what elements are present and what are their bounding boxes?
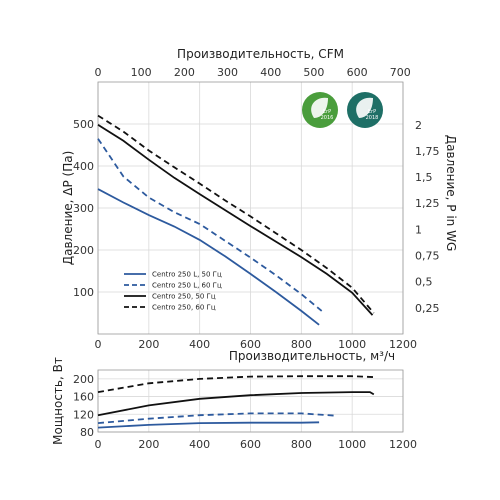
x-axis-title: Производительность, м³/ч xyxy=(229,349,395,363)
x-tick-label: 1000 xyxy=(338,438,366,451)
x-tick-label: 800 xyxy=(291,438,312,451)
power-series-line xyxy=(97,391,375,417)
y-right-tick-label: 2 xyxy=(415,119,422,132)
legend-label: Centro 250, 60 Гц xyxy=(152,304,216,312)
y-axis-title: Давление, ΔP (Па) xyxy=(61,151,75,266)
x-tick-label: 1200 xyxy=(389,338,417,351)
y-tick-label: 500 xyxy=(73,118,94,131)
y-tick-label: 120 xyxy=(73,408,94,421)
badge-line2: 2016 xyxy=(321,115,334,121)
badge-line2: 2018 xyxy=(366,115,379,121)
power-series-line xyxy=(97,412,335,424)
x-top-tick-label: 0 xyxy=(95,66,102,79)
x-tick-label: 800 xyxy=(291,338,312,351)
power-series-line xyxy=(97,421,320,429)
plot-frame xyxy=(97,369,404,433)
x-top-tick-label: 300 xyxy=(217,66,238,79)
pressure-series-line xyxy=(97,188,320,326)
x-top-tick-label: 100 xyxy=(131,66,152,79)
y-right-tick-label: 0,75 xyxy=(415,250,440,263)
power-series-line xyxy=(97,375,374,393)
y-right-tick-label: 1,75 xyxy=(415,145,440,158)
y-tick-label: 300 xyxy=(73,202,94,215)
x-top-axis-title: Производительность, CFM xyxy=(177,47,344,61)
pressure-series-line xyxy=(97,138,323,312)
y-tick-label: 160 xyxy=(73,391,94,404)
x-tick-label: 0 xyxy=(95,438,102,451)
y-tick-label: 80 xyxy=(80,426,94,439)
plot-frame xyxy=(97,81,404,335)
x-tick-label: 1200 xyxy=(389,438,417,451)
y-right-tick-label: 1,5 xyxy=(415,171,433,184)
y-right-tick-label: 1 xyxy=(415,223,422,236)
y-tick-label: 100 xyxy=(73,286,94,299)
y-right-tick-label: 0,25 xyxy=(415,302,440,315)
y-right-tick-label: 0,5 xyxy=(415,276,433,289)
leaf-icon xyxy=(311,97,328,118)
badge-line1: ErP xyxy=(323,109,331,115)
x-tick-label: 400 xyxy=(189,338,210,351)
x-tick-label: 0 xyxy=(95,338,102,351)
legend-label: Centro 250, 50 Гц xyxy=(152,293,216,301)
legend-label: Centro 250 L, 60 Гц xyxy=(152,282,222,290)
x-tick-label: 200 xyxy=(138,338,159,351)
x-top-tick-label: 500 xyxy=(303,66,324,79)
x-top-tick-label: 700 xyxy=(390,66,411,79)
y-tick-label: 200 xyxy=(73,373,94,386)
y-right-tick-label: 1,25 xyxy=(415,197,440,210)
x-top-tick-label: 600 xyxy=(347,66,368,79)
x-tick-label: 1000 xyxy=(338,338,366,351)
pressure-series-line xyxy=(97,124,374,316)
y-right-axis-title: Давление, P in WG xyxy=(444,135,458,251)
x-tick-label: 200 xyxy=(138,438,159,451)
y-tick-label: 200 xyxy=(73,244,94,257)
x-tick-label: 600 xyxy=(240,338,261,351)
x-top-tick-label: 200 xyxy=(174,66,195,79)
legend-label: Centro 250 L, 50 Гц xyxy=(152,271,222,279)
y-tick-label: 400 xyxy=(73,160,94,173)
y-axis-title: Мощность, Вт xyxy=(51,357,65,445)
leaf-icon xyxy=(356,97,373,118)
x-top-tick-label: 400 xyxy=(260,66,281,79)
badge-line1: ErP xyxy=(368,109,376,115)
x-tick-label: 600 xyxy=(240,438,261,451)
pressure-series-line xyxy=(97,114,375,314)
x-tick-label: 400 xyxy=(189,438,210,451)
